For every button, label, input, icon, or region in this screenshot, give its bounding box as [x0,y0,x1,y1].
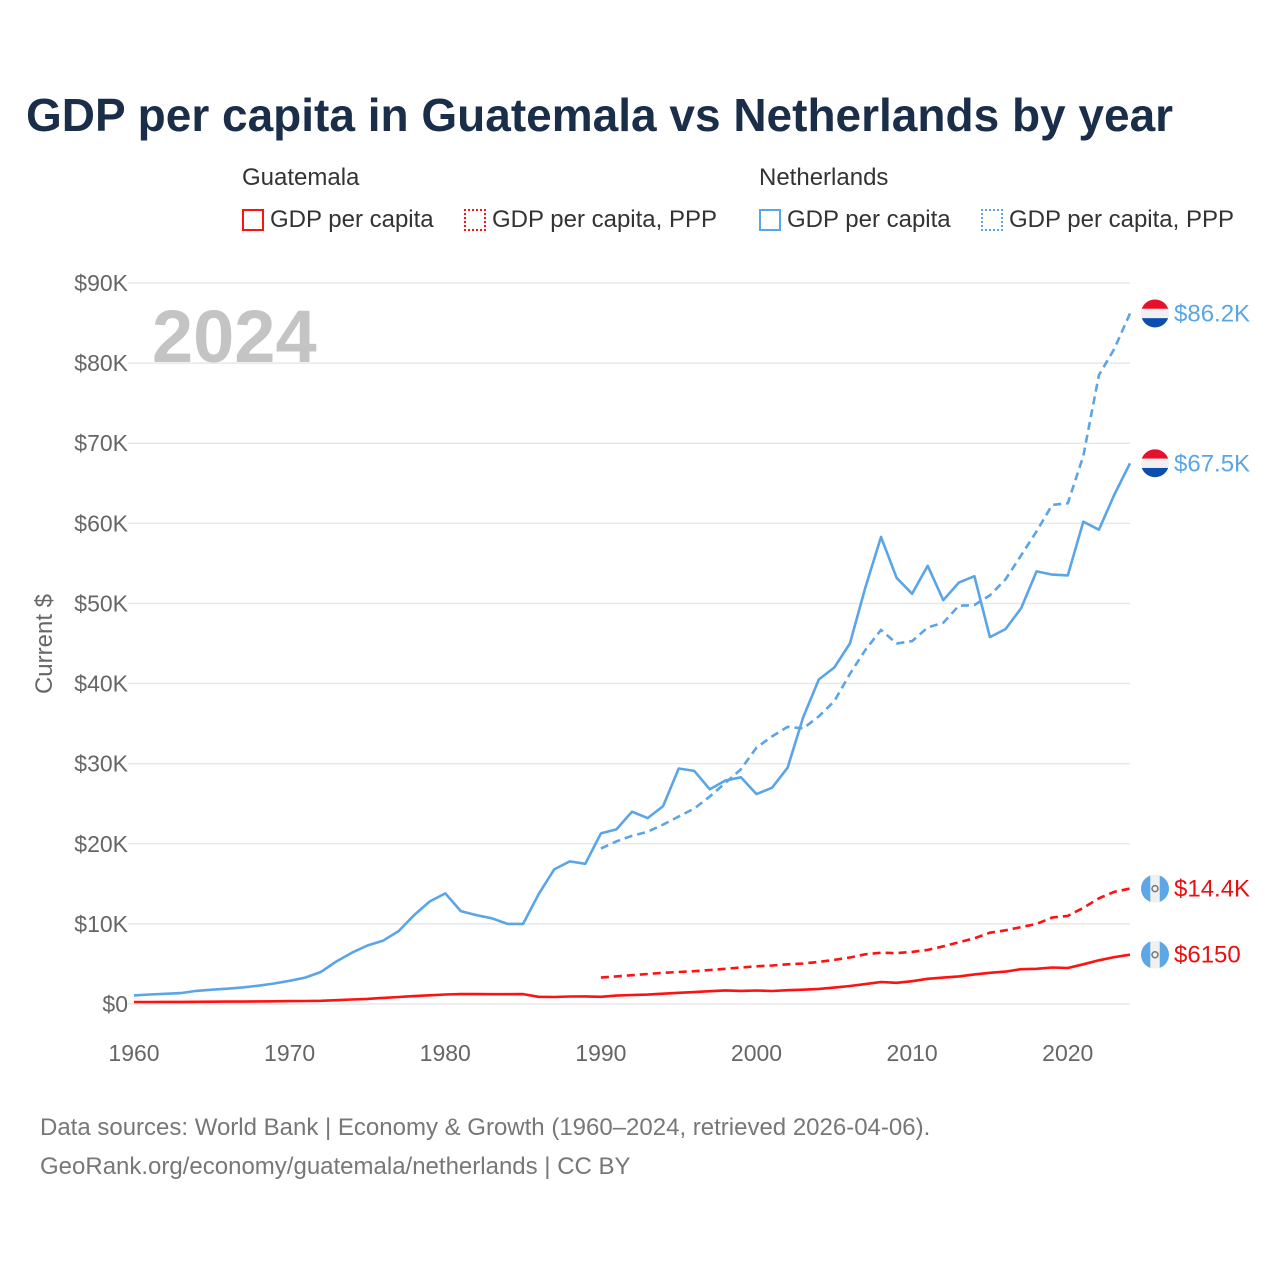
legend-label: GDP per capita, PPP [1009,206,1234,233]
chart-title: GDP per capita in Guatemala vs Netherlan… [26,89,1174,141]
series-end-label: $67.5K [1174,450,1250,477]
x-tick-label: 2020 [1042,1040,1093,1066]
y-tick-label: $30K [74,751,128,777]
series-line-netherlands-gdp-per-capita[interactable] [133,462,1132,997]
legend-group-netherlands: Netherlands [759,164,889,191]
legend-swatch [464,209,486,231]
y-tick-label: $80K [74,350,128,376]
y-axis-label: Current $ [31,594,58,694]
x-tick-label: 2000 [731,1040,782,1066]
netherlands-flag-icon [1141,449,1169,478]
y-tick-label: $0 [102,991,128,1017]
x-tick-label: 1960 [108,1040,159,1066]
netherlands-flag-icon [1141,299,1169,328]
legend-item-netherlands-gdp[interactable]: GDP per capita [759,206,951,234]
legend-label: GDP per capita, PPP [492,206,717,233]
y-tick-label: $60K [74,510,128,536]
series-line-guatemala-gdp-per-capita-ppp[interactable] [600,887,1131,979]
legend-label: GDP per capita [787,206,951,233]
series-end-label: $86.2K [1174,300,1250,327]
legend-group-guatemala: Guatemala [242,164,360,191]
source-line-2[interactable]: GeoRank.org/economy/guatemala/netherland… [40,1153,631,1180]
y-tick-label: $40K [74,671,128,697]
legend-item-guatemala-ppp[interactable]: GDP per capita, PPP [464,206,717,234]
y-tick-label: $10K [74,911,128,937]
y-tick-label: $70K [74,430,128,456]
x-tick-label: 1980 [420,1040,471,1066]
y-tick-label: $90K [74,270,128,296]
legend-swatch [242,209,264,231]
year-watermark: 2024 [152,295,317,378]
source-line-1: Data sources: World Bank | Economy & Gro… [40,1114,931,1141]
legend-swatch [981,209,1003,231]
x-tick-label: 2010 [887,1040,938,1066]
x-tick-label: 1970 [264,1040,315,1066]
legend-swatch [759,209,781,231]
series-line-guatemala-gdp-per-capita[interactable] [134,953,1131,1004]
legend-item-netherlands-ppp[interactable]: GDP per capita, PPP [981,206,1234,234]
series-line-netherlands-gdp-per-capita-ppp[interactable] [600,312,1132,850]
y-tick-label: $20K [74,831,128,857]
series-end-label: $14.4K [1174,876,1250,903]
legend-label: GDP per capita [270,206,434,233]
legend-item-guatemala-gdp[interactable]: GDP per capita [242,206,434,234]
guatemala-flag-icon [1141,940,1169,969]
plot-area: 2024 Current $ $0 $10K $20K $30K $40K $50K $60… [31,270,1250,1066]
y-tick-label: $50K [74,590,128,616]
series-end-label: $6150 [1174,942,1241,969]
source-note: Data sources: World Bank | Economy & Gro… [40,1108,930,1186]
guatemala-flag-icon [1141,874,1169,903]
x-tick-label: 1990 [575,1040,626,1066]
